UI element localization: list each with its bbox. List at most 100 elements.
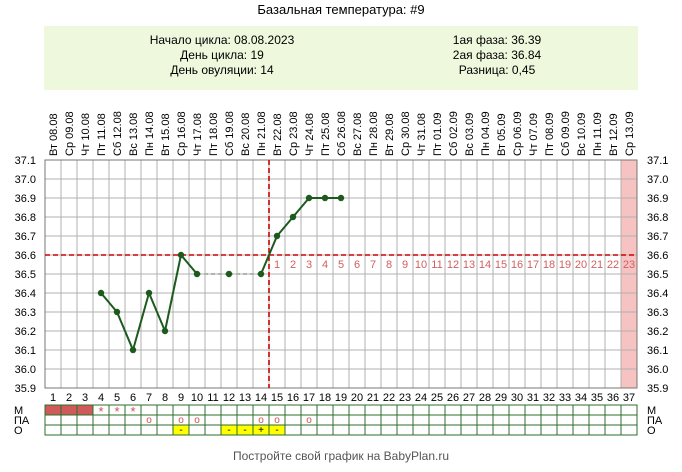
day-label: 26 — [447, 392, 459, 404]
row-mark: o — [258, 415, 264, 426]
day-label: 11 — [207, 392, 218, 404]
row-mark: - — [227, 425, 230, 436]
row-cell — [316, 424, 334, 436]
row-cell — [156, 404, 174, 416]
row-label-right: М — [647, 405, 656, 417]
day-label: 8 — [162, 392, 168, 404]
y-tick-label-left: 36.3 — [15, 307, 36, 319]
temperature-point — [289, 213, 297, 221]
luteal-day-label: 3 — [306, 259, 312, 271]
row-cell — [76, 404, 94, 416]
row-cell — [508, 404, 526, 416]
row-cell — [588, 414, 606, 426]
row-label-left: О — [14, 425, 23, 437]
day-label: 6 — [130, 392, 136, 404]
row-mark: o — [194, 415, 200, 426]
row-cell — [508, 414, 526, 426]
row-cell — [204, 404, 222, 416]
row-cell — [460, 424, 478, 436]
temperature-point — [129, 346, 137, 354]
row-cell — [508, 424, 526, 436]
row-mark: o — [178, 415, 184, 426]
temperature-segment — [148, 292, 166, 332]
temperature-segment — [292, 197, 310, 218]
row-cell — [604, 404, 622, 416]
date-label: Пт 08.09 — [544, 112, 556, 156]
y-tick-label-right: 36.5 — [647, 269, 668, 281]
luteal-day-label: 5 — [338, 259, 344, 271]
cycle-day: День цикла: 19 — [180, 48, 264, 62]
row-cell — [604, 424, 622, 436]
row-cell — [316, 414, 334, 426]
day-label: 35 — [591, 392, 603, 404]
row-cell — [140, 404, 158, 416]
row-cell — [60, 404, 78, 416]
row-cell — [428, 414, 446, 426]
row-cell — [476, 424, 494, 436]
day-label: 2 — [66, 392, 72, 404]
luteal-day-label: 20 — [575, 259, 587, 271]
temperature-segment — [132, 292, 150, 351]
luteal-day-label: 14 — [479, 259, 491, 271]
date-label: Сб 26.08 — [336, 111, 348, 156]
luteal-day-label: 2 — [290, 259, 296, 271]
day-label: 15 — [271, 392, 283, 404]
row-cell — [588, 424, 606, 436]
temperature-segment — [260, 235, 278, 275]
row-cell — [524, 414, 542, 426]
row-cell — [204, 424, 222, 436]
date-label: Ср 13.09 — [624, 111, 636, 156]
luteal-day-label: 9 — [402, 259, 408, 271]
row-cell — [156, 414, 174, 426]
row-cell — [316, 404, 334, 416]
row-mark: * — [114, 404, 119, 419]
row-cell — [540, 414, 558, 426]
luteal-day-label: 18 — [543, 259, 555, 271]
luteal-day-label: 22 — [607, 259, 619, 271]
row-cell — [572, 404, 590, 416]
day-label: 23 — [399, 392, 411, 404]
luteal-day-label: 21 — [591, 259, 603, 271]
date-label: Сб 09.09 — [560, 111, 572, 156]
date-label: Ср 30.08 — [400, 111, 412, 156]
row-cell — [332, 404, 350, 416]
row-cell — [460, 414, 478, 426]
temperature-point — [161, 327, 169, 335]
y-tick-label-right: 36.2 — [647, 326, 668, 338]
luteal-day-label: 19 — [559, 259, 571, 271]
row-cell — [364, 404, 382, 416]
day-label: 25 — [431, 392, 443, 404]
row-mark: * — [130, 404, 135, 419]
luteal-day-label: 7 — [370, 259, 376, 271]
row-cell — [540, 404, 558, 416]
temperature-point — [273, 232, 281, 240]
phase-difference: Разница: 0,45 — [458, 63, 536, 77]
footer-link[interactable]: Постройте свой график на BabyPlan.ru — [232, 449, 450, 463]
phase2-average: 2ая фаза: 36.84 — [452, 48, 542, 62]
date-label: Вт 05.09 — [496, 113, 508, 156]
luteal-day-label: 10 — [415, 259, 427, 271]
date-label: Сб 02.09 — [448, 111, 460, 156]
plot-frame — [44, 159, 638, 389]
row-cell — [76, 414, 94, 426]
day-label: 18 — [319, 392, 331, 404]
cycle-start: Начало цикла: 08.08.2023 — [149, 33, 295, 47]
row-cell — [492, 424, 510, 436]
temperature-point — [177, 251, 185, 259]
day-label: 13 — [239, 392, 251, 404]
day-label: 30 — [511, 392, 523, 404]
row-cell — [364, 424, 382, 436]
temperature-point — [321, 194, 329, 202]
day-label: 33 — [559, 392, 571, 404]
row-cell — [124, 424, 142, 436]
row-cell — [540, 424, 558, 436]
row-cell — [428, 404, 446, 416]
row-cell — [380, 424, 398, 436]
row-cell — [396, 414, 414, 426]
ovulation-day: День овуляции: 14 — [170, 63, 274, 77]
row-mark: + — [258, 425, 264, 436]
row-mark: o — [306, 415, 312, 426]
luteal-day-label: 12 — [447, 259, 459, 271]
date-label: Вт 12.09 — [608, 113, 620, 156]
day-label: 20 — [351, 392, 363, 404]
